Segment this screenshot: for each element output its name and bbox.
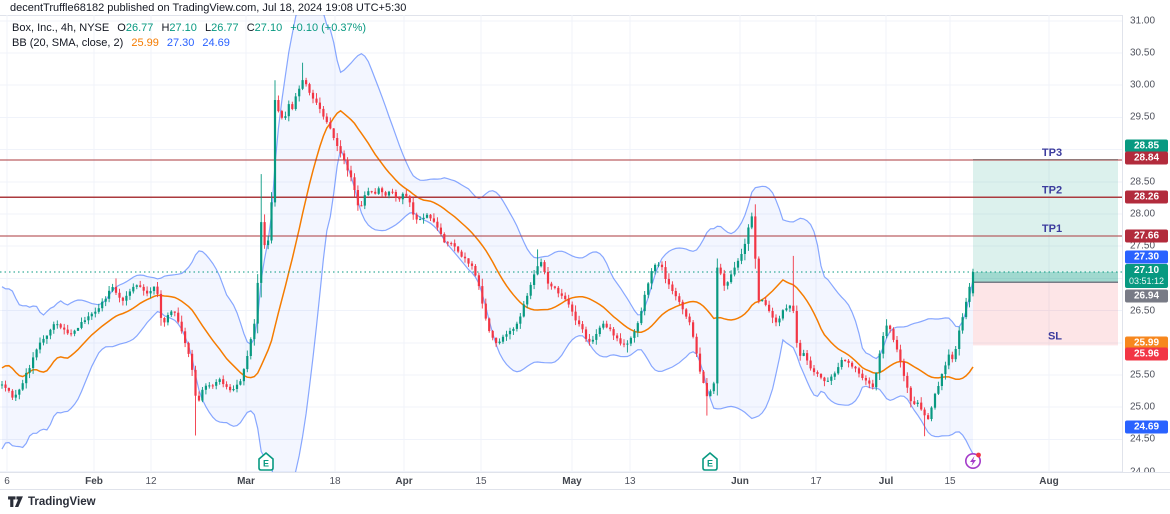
price-tick: 27.50 (1130, 240, 1156, 252)
ohlc-close-value: 27.10 (254, 22, 283, 34)
price-badge-28.26: 28.26 (1125, 190, 1168, 204)
time-tick-17: 17 (810, 476, 822, 487)
open-profit-strip (973, 272, 1118, 283)
footer-bar: TradingView (0, 489, 1170, 514)
bb-indicator-values: 25.99 27.30 24.69 (131, 37, 238, 49)
pane-top-border (0, 15, 1170, 16)
time-scale[interactable]: 6 Feb 12 Mar 18 Apr 15 May 13 Jun 17 Jul 15 Aug (0, 472, 1170, 490)
time-tick-13: 13 (624, 476, 636, 487)
time-tick-May: May (562, 476, 582, 487)
price-tick: 25.50 (1130, 369, 1156, 381)
bb-fill (2, 15, 973, 472)
ohlc-high-value: 27.10 (169, 22, 197, 34)
legend-symbol-row[interactable]: Box, Inc., 4h, NYSE O26.77 H27.10 L26.77… (12, 21, 366, 36)
time-tick-15: 15 (475, 476, 487, 487)
ohlc-low-value: 26.77 (211, 22, 239, 34)
tradingview-logo-icon (8, 496, 23, 507)
price-badge-25.99: 25.99 (1125, 336, 1168, 350)
price-badge-27.10: 27.10 03:51:12 (1125, 264, 1168, 288)
symbol-title: Box, Inc., 4h, NYSE (12, 22, 110, 34)
bb-indicator-label: BB (20, SMA, close, 2) (12, 37, 124, 49)
time-tick-15: 15 (944, 476, 956, 487)
price-tick: 30.50 (1130, 47, 1156, 59)
price-tick: 26.50 (1130, 305, 1156, 317)
ohlc-close-label: C (246, 22, 255, 34)
level-label-TP2[interactable]: TP2 (1042, 184, 1062, 196)
price-tick: 28.00 (1130, 208, 1156, 220)
price-tick: 28.50 (1130, 176, 1156, 188)
ohlc-low-label: L (204, 22, 212, 34)
ohlc-open-label: O (117, 22, 126, 34)
svg-text:E: E (707, 459, 713, 469)
published-header: decentTruffle68182 published on TradingV… (10, 2, 407, 14)
time-tick-Feb: Feb (85, 476, 103, 487)
time-tick-Aug: Aug (1039, 476, 1059, 487)
chart-legend: Box, Inc., 4h, NYSE O26.77 H27.10 L26.77… (12, 21, 366, 51)
price-badge-27.66: 27.66 (1125, 229, 1168, 243)
price-badge-26.94: 26.94 (1125, 289, 1168, 302)
bb-value: 27.30 (166, 37, 195, 49)
notification-dot (976, 452, 981, 458)
time-tick-Jun: Jun (731, 476, 749, 487)
price-tick: 30.00 (1130, 79, 1156, 91)
long-position-profit-zone[interactable] (973, 159, 1118, 283)
price-badge-25.96: 25.96 (1125, 347, 1168, 361)
bb-value: 25.99 (131, 37, 159, 49)
bb-basis-sma[interactable] (1, 109, 974, 381)
flash-idea-icon[interactable] (964, 452, 981, 469)
earnings-marker-icon[interactable]: E (702, 451, 718, 471)
long-position-loss-zone[interactable] (973, 282, 1118, 346)
bb-lower-band[interactable] (1, 147, 974, 472)
ohlc-open-value: 26.77 (125, 22, 154, 34)
price-scale[interactable]: 31.00 30.50 30.00 29.50 28.50 28.00 27.50 26.50… (1122, 15, 1170, 489)
price-tick: 24.00 (1130, 466, 1155, 477)
level-label-TP1[interactable]: TP1 (1042, 223, 1062, 235)
time-tick-12: 12 (145, 476, 157, 487)
price-badge-27.30: 27.30 (1125, 250, 1168, 264)
tradingview-brand-text: TradingView (28, 495, 96, 508)
time-tick-18: 18 (329, 476, 341, 487)
time-tick-Jul: Jul (878, 476, 894, 487)
level-label-SL[interactable]: SL (1048, 330, 1062, 342)
candlestick-series: TP3 TP2 TP1 SL (0, 15, 1122, 472)
price-tick: 31.00 (1130, 15, 1156, 27)
earnings-marker-icon[interactable]: E (258, 451, 274, 471)
price-tick: 29.50 (1130, 111, 1156, 123)
ohlc-high-label: H (161, 22, 170, 34)
bb-value: 24.69 (202, 37, 230, 49)
change-value: +0.10 (+0.37%) (290, 22, 367, 34)
svg-text:E: E (263, 459, 269, 469)
time-tick-Apr: Apr (395, 476, 413, 487)
chart-plot-area[interactable]: TP3 TP2 TP1 SL E E (0, 15, 1122, 472)
tradingview-attribution[interactable]: TradingView (8, 495, 96, 508)
legend-indicator-row[interactable]: BB (20, SMA, close, 2) 25.99 27.30 24.69 (12, 36, 366, 51)
price-badge-28.85: 28.85 (1125, 139, 1168, 153)
price-tick: 24.50 (1130, 433, 1156, 445)
price-badge-28.84: 28.84 (1125, 151, 1168, 165)
bb-upper-band[interactable] (1, 15, 974, 360)
time-tick-6: 6 (4, 476, 10, 487)
level-label-TP3[interactable]: TP3 (1042, 147, 1062, 159)
price-badge-24.69: 24.69 (1125, 420, 1168, 434)
price-tick: 25.00 (1130, 401, 1156, 413)
countdown-timer: 03:51:12 (1128, 276, 1165, 286)
time-tick-Mar: Mar (237, 476, 255, 487)
